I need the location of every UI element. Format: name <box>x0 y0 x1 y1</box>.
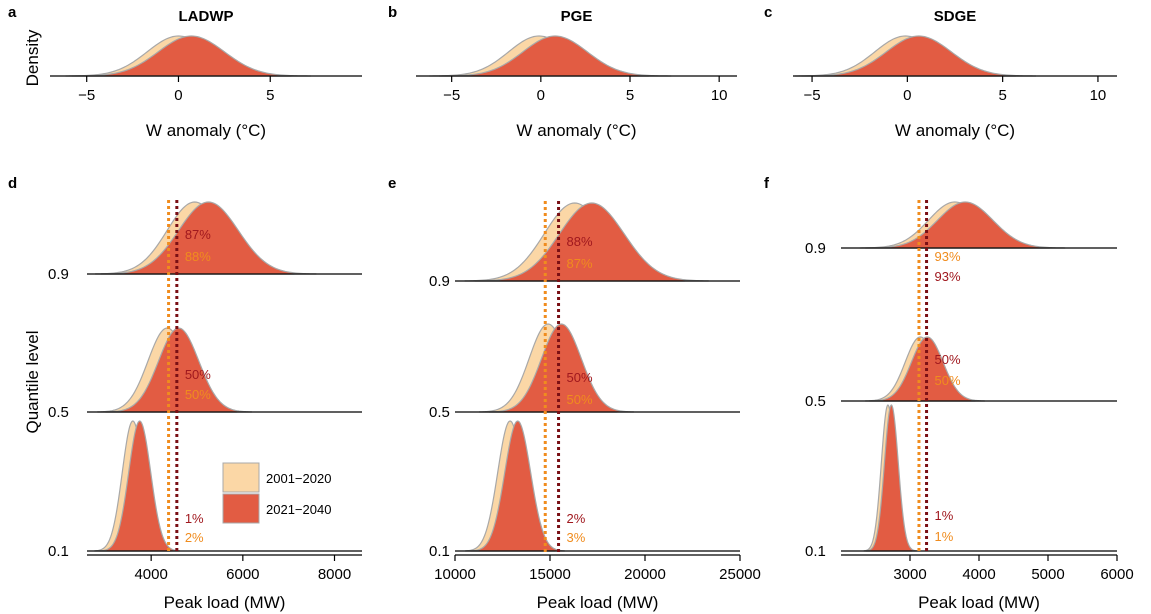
quantile-label: 0.1 <box>48 543 69 560</box>
panel-title: PGE <box>561 8 593 25</box>
ridge-area-period2 <box>488 323 634 413</box>
exceedance-pct-period1: 3% <box>567 530 586 545</box>
density-area-period2 <box>801 35 1037 77</box>
x-axis-label: W anomaly (°C) <box>516 121 636 140</box>
x-tick-label: 4000 <box>962 566 995 583</box>
ridge-panel-e: e 0.9 0.5 0.1 88% 87% 50% 50% 2% 3% 10000 15000 2000… <box>388 175 761 612</box>
exceedance-pct-period1: 2% <box>185 530 204 545</box>
x-axis-label: Peak load (MW) <box>918 593 1040 612</box>
x-axis-label: W anomaly (°C) <box>146 121 266 140</box>
exceedance-pct-period2: 1% <box>935 508 954 523</box>
quantile-label: 0.9 <box>805 240 826 257</box>
ridge-area-period2 <box>474 202 709 282</box>
exceedance-pct-period1: 88% <box>185 249 211 264</box>
panel-letter: d <box>8 175 17 192</box>
ridge-area-period2 <box>99 420 180 552</box>
panel-letter: e <box>388 175 396 192</box>
x-tick-label: 20000 <box>624 566 666 583</box>
ridge-area-period2 <box>865 404 917 552</box>
exceedance-pct-period2: 50% <box>567 370 593 385</box>
x-tick-label: 6000 <box>1100 566 1133 583</box>
quantile-label: 0.5 <box>805 393 826 410</box>
exceedance-pct-period1: 50% <box>567 392 593 407</box>
ridge-area-period2 <box>105 327 252 413</box>
legend-swatch-period1 <box>222 462 260 493</box>
x-tick-label: 4000 <box>134 566 167 583</box>
exceedance-pct-period2: 50% <box>935 352 961 367</box>
quantile-label: 0.5 <box>48 404 69 421</box>
exceedance-pct-period1: 50% <box>185 387 211 402</box>
legend-swatch-period2 <box>222 493 260 524</box>
panel-title: LADWP <box>179 8 234 25</box>
legend-label-period1: 2001−2020 <box>266 471 331 486</box>
ridge-panel-d: d 0.9 0.5 0.1 87% 88% 50% 50% 1% 2% 4000 6000 8000 Pe… <box>8 175 362 612</box>
ridge-area-period2 <box>865 201 1066 249</box>
exceedance-pct-period2: 2% <box>567 511 586 526</box>
x-tick-label: 25000 <box>719 566 761 583</box>
x-tick-label: 0 <box>903 87 911 104</box>
x-tick-label: 0 <box>537 87 545 104</box>
x-tick-label: 8000 <box>318 566 351 583</box>
x-axis-label: W anomaly (°C) <box>895 121 1015 140</box>
x-tick-label: 5000 <box>1031 566 1064 583</box>
ridge-area-period2 <box>100 201 317 275</box>
quantile-label: 0.9 <box>48 266 69 283</box>
y-axis-label-quantile: Quantile level <box>23 330 42 433</box>
x-axis-label: Peak load (MW) <box>164 593 286 612</box>
panel-letter: f <box>764 175 770 192</box>
exceedance-pct-period1: 50% <box>935 373 961 388</box>
x-tick-label: −5 <box>78 87 95 104</box>
x-tick-label: 0 <box>174 87 182 104</box>
density-panel-c: c SDGE −5 0 5 10 W anomaly (°C) <box>764 4 1117 140</box>
density-panel-a: a LADWP −5 0 5W anomaly (°C) <box>8 4 362 140</box>
x-tick-label: 15000 <box>529 566 571 583</box>
panel-letter: a <box>8 4 17 21</box>
exceedance-pct-period1: 93% <box>935 249 961 264</box>
x-axis-label: Peak load (MW) <box>537 593 659 612</box>
x-tick-label: 5 <box>998 87 1006 104</box>
x-tick-label: −5 <box>804 87 821 104</box>
quantile-label: 0.5 <box>429 404 450 421</box>
legend-label-period2: 2021−2040 <box>266 502 331 517</box>
ridge-area-period2 <box>470 420 565 552</box>
ridge-panel-f: f 0.9 0.5 0.1 93% 93% 50% 50% 1% 1% 3000 4000 5000 60… <box>764 175 1134 612</box>
panel-letter: b <box>388 4 397 21</box>
x-tick-label: 6000 <box>226 566 259 583</box>
density-area-period2 <box>71 35 311 77</box>
exceedance-pct-period2: 87% <box>185 227 211 242</box>
x-tick-label: 5 <box>266 87 274 104</box>
density-panel-b: b PGE −5 0 5 10 W anomaly (°C) <box>388 4 737 140</box>
exceedance-pct-period2: 93% <box>935 269 961 284</box>
panel-title: SDGE <box>934 8 977 25</box>
x-tick-label: 10000 <box>434 566 476 583</box>
quantile-label: 0.1 <box>805 543 826 560</box>
panel-letter: c <box>764 4 772 21</box>
x-tick-label: 3000 <box>893 566 926 583</box>
legend: 2001−2020 2021−2040 <box>222 462 331 524</box>
exceedance-pct-period2: 88% <box>567 234 593 249</box>
quantile-label: 0.9 <box>429 273 450 290</box>
exceedance-pct-period1: 87% <box>567 256 593 271</box>
quantile-label: 0.1 <box>429 543 450 560</box>
x-tick-label: −5 <box>443 87 460 104</box>
exceedance-pct-period1: 1% <box>935 529 954 544</box>
density-area-period2 <box>438 35 672 77</box>
y-axis-label-density: Density <box>23 29 42 86</box>
exceedance-pct-period2: 50% <box>185 367 211 382</box>
exceedance-pct-period2: 1% <box>185 511 204 526</box>
x-tick-label: 5 <box>626 87 634 104</box>
x-tick-label: 10 <box>1090 87 1107 104</box>
x-tick-label: 10 <box>711 87 728 104</box>
